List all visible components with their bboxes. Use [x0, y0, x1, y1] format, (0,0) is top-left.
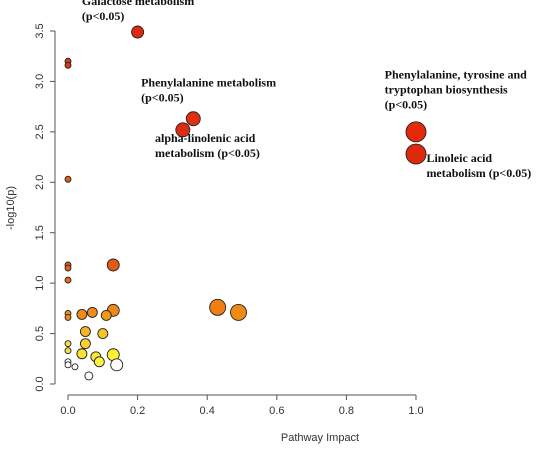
- data-point: [94, 357, 104, 367]
- y-tick-label: 3.0: [34, 74, 46, 89]
- data-point: [406, 122, 426, 142]
- data-point: [87, 307, 97, 317]
- data-point: [77, 309, 87, 319]
- data-point: [65, 62, 71, 68]
- y-tick-label: 1.0: [34, 275, 46, 290]
- data-point: [80, 327, 90, 337]
- x-tick-label: 1.0: [408, 405, 423, 417]
- annotation-label: alpha-linolenic acid metabolism (p<0.05): [155, 131, 260, 160]
- y-tick-label: 2.5: [34, 124, 46, 139]
- y-tick-label: 3.5: [34, 23, 46, 38]
- data-point: [65, 277, 71, 283]
- data-point: [85, 372, 93, 380]
- x-tick-label: 0.6: [269, 405, 284, 417]
- data-point: [77, 349, 87, 359]
- data-point: [406, 144, 426, 164]
- data-point: [80, 339, 90, 349]
- data-point: [65, 176, 71, 182]
- annotation-label: Phenylalanine, tyrosine and tryptophan bi…: [385, 67, 527, 111]
- data-point: [107, 259, 119, 271]
- data-point: [231, 304, 247, 320]
- data-point: [186, 112, 200, 126]
- x-tick-label: 0.2: [130, 405, 145, 417]
- x-tick-label: 0.4: [200, 405, 215, 417]
- data-point: [98, 329, 108, 339]
- data-point: [65, 265, 71, 271]
- data-point: [65, 341, 71, 347]
- annotations: Galactose metabolism (p<0.05) Phenylalanin…: [82, 0, 531, 180]
- annotation-label: Galactose metabolism (p<0.05): [82, 0, 194, 23]
- y-tick-label: 0.0: [34, 376, 46, 391]
- data-point: [101, 310, 111, 320]
- y-tick-label: 2.0: [34, 175, 46, 190]
- y-tick-label: 1.5: [34, 225, 46, 240]
- data-point: [210, 299, 226, 315]
- y-axis-title: -log10(p): [5, 186, 17, 230]
- data-point: [65, 348, 71, 354]
- data-point: [111, 359, 123, 371]
- x-tick-label: 0.0: [60, 405, 75, 417]
- data-point: [65, 314, 71, 320]
- data-point: [132, 26, 144, 38]
- annotation-label: Linoleic acid metabolism (p<0.05): [426, 151, 531, 180]
- x-tick-label: 0.8: [339, 405, 354, 417]
- y-tick-label: 0.5: [34, 326, 46, 341]
- annotation-label: Phenylalanine metabolism (p<0.05): [141, 75, 276, 104]
- x-axis-title: Pathway Impact: [281, 432, 359, 444]
- data-point: [72, 364, 78, 370]
- data-point: [65, 362, 71, 368]
